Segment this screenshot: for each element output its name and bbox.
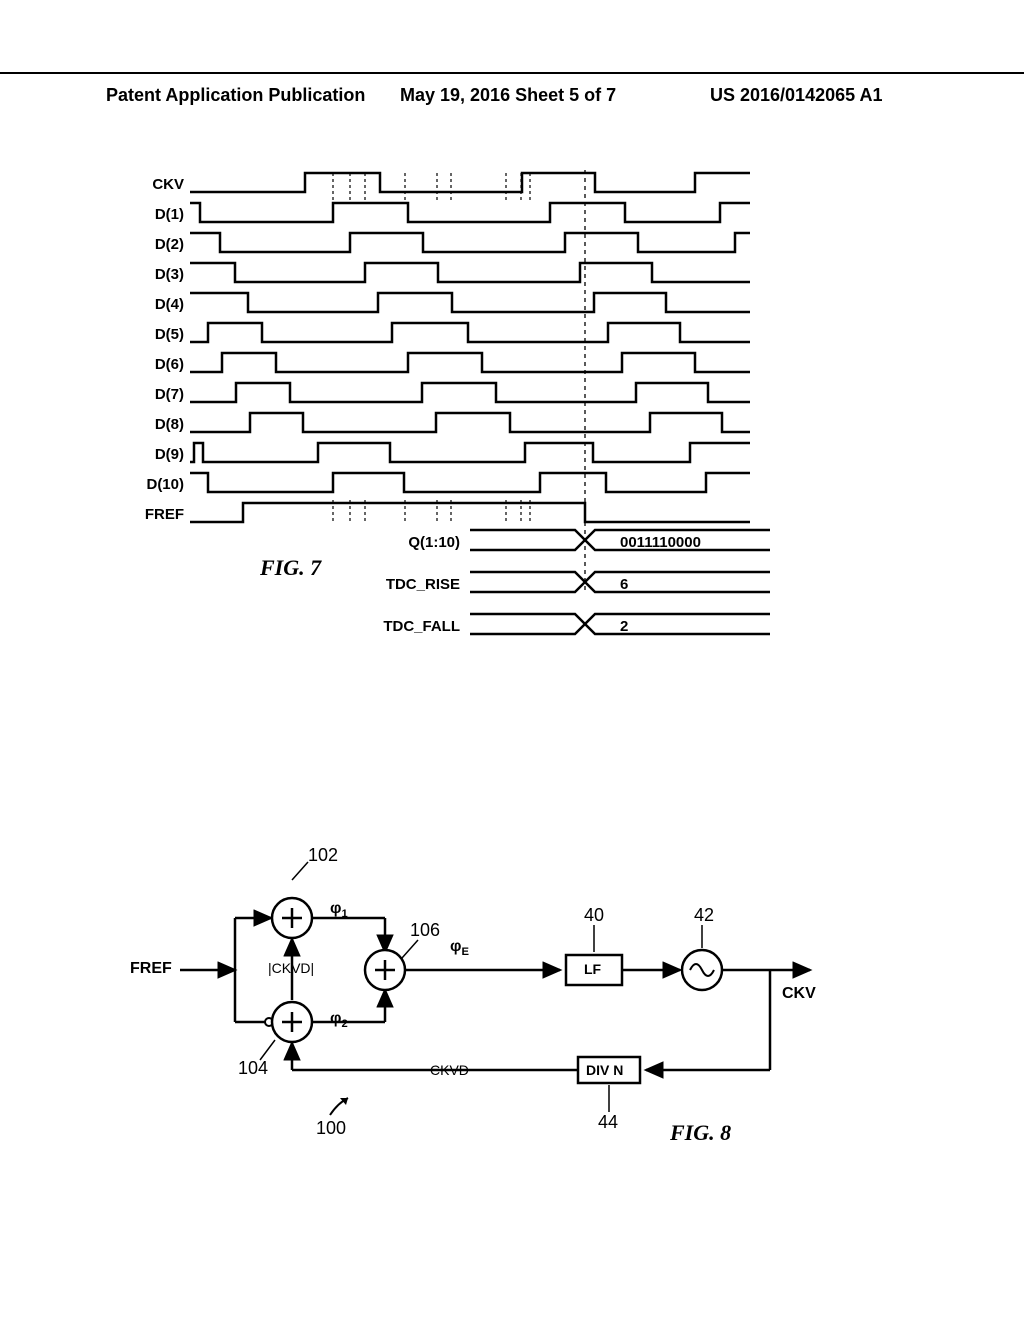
header-center: May 19, 2016 Sheet 5 of 7 — [400, 85, 616, 106]
fref-label: FREF — [130, 960, 172, 978]
phiE-label: φE — [450, 938, 469, 958]
output-value: 2 — [620, 618, 628, 635]
timing-label: D(1) — [140, 206, 184, 223]
ref-106: 106 — [410, 920, 440, 941]
header-rule — [0, 72, 1024, 74]
timing-label: D(4) — [140, 296, 184, 313]
output-label: Q(1:10) — [350, 534, 460, 551]
output-label: TDC_FALL — [350, 618, 460, 635]
phi2-label: φ2 — [330, 1010, 348, 1030]
phi1-label: φ1 — [330, 900, 348, 920]
output-label: TDC_RISE — [350, 576, 460, 593]
timing-label: CKV — [140, 176, 184, 193]
page-root: Patent Application Publication May 19, 2… — [0, 0, 1024, 1320]
timing-label: D(6) — [140, 356, 184, 373]
ref-44: 44 — [598, 1112, 618, 1133]
figure-7-outputs: Q(1:10) 0011110000 TDC_RISE 6 TDC_FALL 2 — [190, 520, 870, 646]
lf-label: LF — [584, 961, 601, 977]
header-right: US 2016/0142065 A1 — [710, 85, 882, 106]
timing-label: D(7) — [140, 386, 184, 403]
ckvd-bottom-label: CKVD — [430, 1062, 469, 1078]
ref-100: 100 — [316, 1118, 346, 1139]
ref-40: 40 — [584, 905, 604, 926]
timing-label: FREF — [140, 506, 184, 523]
ref-42: 42 — [694, 905, 714, 926]
figure-8-caption: FIG. 8 — [670, 1120, 731, 1146]
timing-label: D(9) — [140, 446, 184, 463]
timing-label: D(2) — [140, 236, 184, 253]
timing-label: D(3) — [140, 266, 184, 283]
header-left: Patent Application Publication — [106, 85, 365, 106]
output-value: 6 — [620, 576, 628, 593]
divn-label: DIV N — [586, 1062, 623, 1078]
ckv-label: CKV — [782, 985, 816, 1003]
figure-7-caption: FIG. 7 — [260, 555, 321, 581]
output-value: 0011110000 — [620, 534, 701, 551]
ref-104: 104 — [238, 1058, 268, 1079]
output-row: TDC_FALL 2 — [190, 604, 870, 646]
figure-7: CKVD(1)D(2)D(3)D(4)D(5)D(6)D(7)D(8)D(9)D… — [190, 170, 870, 530]
ckvd-abs-label: |CKVD| — [268, 960, 314, 976]
timing-label: D(10) — [140, 476, 184, 493]
timing-label: D(5) — [140, 326, 184, 343]
figure-8-diagram — [120, 840, 840, 1200]
timing-label: D(8) — [140, 416, 184, 433]
figure-8: FREF |CKVD| CKVD φ1 φ2 φE LF DIV N CKV 1… — [120, 840, 840, 1200]
ref-102: 102 — [308, 845, 338, 866]
